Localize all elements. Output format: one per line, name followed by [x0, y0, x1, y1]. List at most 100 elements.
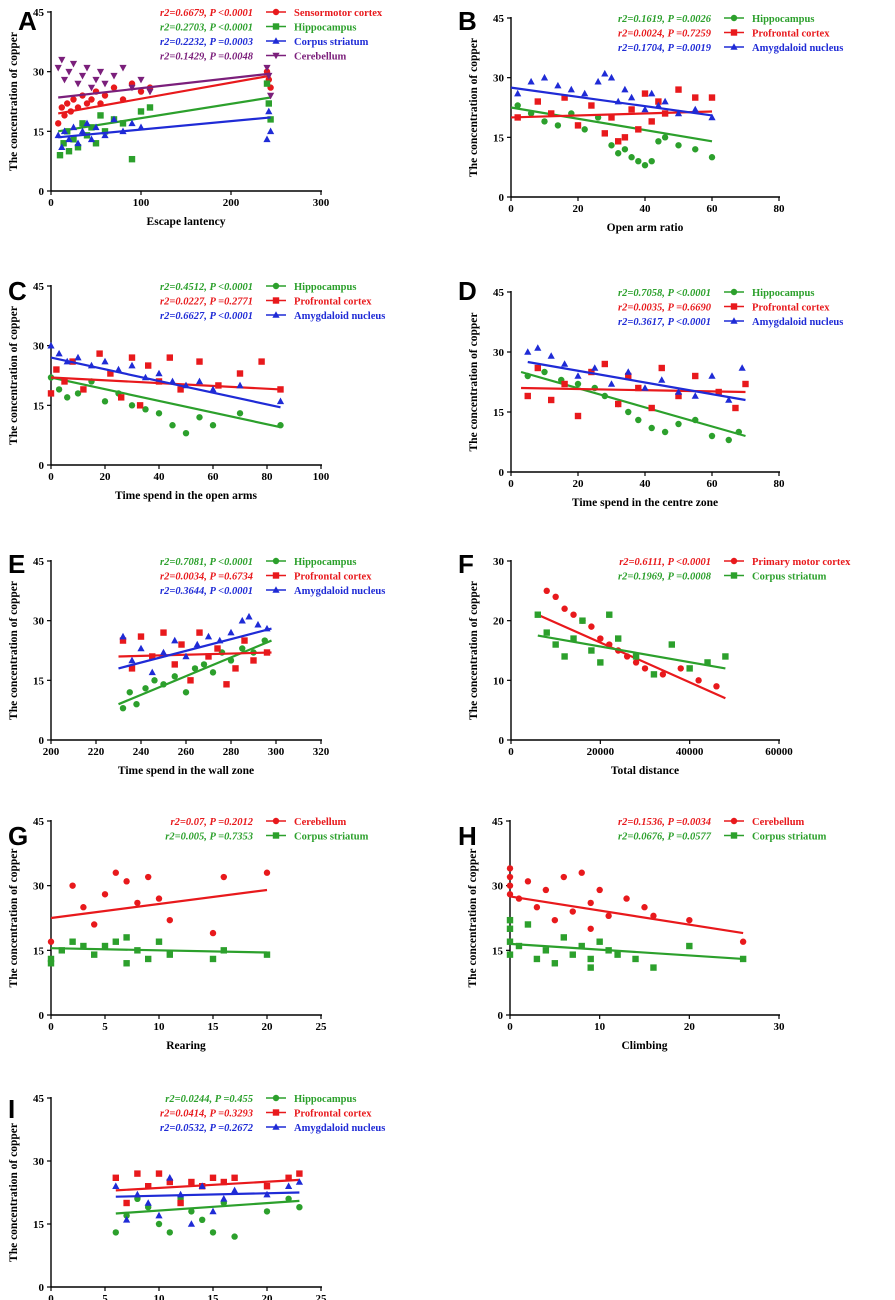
data-point	[267, 92, 275, 100]
legend-marker	[730, 29, 738, 36]
data-point	[166, 1229, 173, 1236]
data-point	[632, 659, 640, 666]
regression-line	[58, 96, 271, 133]
data-point	[182, 429, 190, 437]
y-tick-label: 15	[33, 400, 45, 412]
legend-marker	[272, 817, 280, 825]
y-tick-label: 0	[498, 1010, 504, 1022]
data-point	[241, 637, 248, 644]
legend-label: Primary motor cortex	[752, 557, 851, 568]
series-cerebellum	[506, 865, 747, 945]
data-point	[61, 112, 68, 119]
data-point	[285, 1195, 292, 1203]
x-tick-label: 80	[774, 203, 786, 215]
data-point	[606, 611, 613, 618]
x-tick-label: 220	[88, 746, 105, 758]
legend-marker	[272, 8, 280, 16]
data-point	[166, 354, 173, 361]
data-point	[675, 142, 682, 149]
regression-line	[50, 356, 281, 409]
regression-stat: r2=0.0244, P =0.455	[165, 1094, 253, 1105]
legend-label: Profrontal cortex	[752, 303, 830, 314]
legend-marker	[272, 1123, 280, 1130]
data-point	[658, 376, 666, 383]
data-point	[231, 1174, 238, 1181]
data-point	[137, 644, 145, 652]
data-point	[137, 76, 145, 84]
data-point	[641, 384, 649, 391]
data-point	[177, 1199, 184, 1207]
data-point	[155, 369, 163, 377]
data-point	[80, 386, 87, 393]
data-point	[151, 677, 158, 684]
panel-letter: F	[458, 549, 474, 579]
y-tick-label: 30	[493, 556, 505, 568]
data-point	[607, 73, 616, 81]
y-tick-label: 0	[499, 467, 505, 479]
data-point	[285, 1174, 292, 1181]
data-point	[236, 381, 244, 389]
data-point	[541, 368, 548, 376]
series-amygdaloid-nucleus	[112, 1174, 303, 1227]
data-point	[101, 357, 109, 365]
data-point	[101, 942, 109, 950]
x-tick-label: 200	[43, 746, 60, 758]
data-point	[101, 398, 109, 405]
data-point	[738, 364, 746, 371]
data-point	[58, 104, 65, 111]
series-amygdaloid-nucleus	[524, 344, 746, 403]
data-point	[119, 632, 127, 640]
data-point	[506, 873, 514, 881]
data-point	[574, 372, 582, 379]
data-point	[166, 916, 173, 924]
series-hippocampus	[118, 637, 272, 712]
data-point	[128, 84, 136, 92]
data-point	[601, 360, 608, 368]
data-point	[209, 1174, 217, 1181]
data-point	[614, 951, 621, 958]
regression-line	[509, 942, 744, 961]
data-point	[195, 377, 204, 385]
y-tick-label: 0	[39, 460, 45, 472]
legend-item: Amygdaloid nucleus	[266, 586, 385, 597]
y-axis-label: The concentration of copper	[468, 38, 480, 177]
data-point	[245, 612, 253, 620]
data-point	[635, 158, 642, 165]
x-axis-label: Climbing	[621, 1040, 667, 1052]
data-point	[695, 677, 702, 684]
data-point	[191, 665, 199, 672]
data-point	[96, 68, 105, 76]
data-point	[621, 146, 629, 153]
data-point	[704, 659, 711, 666]
regression-line	[115, 1178, 300, 1192]
series-hippocampus	[520, 368, 746, 444]
data-point	[621, 85, 629, 93]
y-axis-label: The concentration of copper	[467, 849, 479, 988]
data-point	[561, 360, 569, 367]
data-point	[232, 665, 239, 672]
y-axis-label: The concentration of copper	[8, 581, 20, 720]
data-point	[579, 617, 586, 624]
x-tick-label: 60	[707, 203, 719, 215]
x-tick-label: 40000	[676, 746, 704, 758]
regression-line	[537, 613, 726, 700]
data-point	[209, 669, 217, 676]
regression-line	[118, 627, 272, 670]
data-point	[654, 101, 662, 109]
x-tick-label: 300	[313, 197, 330, 209]
y-axis-label: The concentration of copper	[8, 849, 20, 988]
x-tick-label: 25	[316, 1293, 328, 1300]
x-tick-label: 40	[154, 471, 166, 483]
data-point	[166, 1178, 173, 1186]
data-point	[277, 386, 284, 393]
regression-stat: r2=0.6111, P <0.0001	[619, 557, 711, 568]
x-tick-label: 15	[208, 1293, 220, 1300]
data-point	[114, 365, 123, 373]
y-tick-label: 30	[33, 67, 45, 79]
legend-marker	[272, 832, 280, 839]
data-point	[675, 86, 682, 93]
data-point	[78, 72, 87, 80]
y-tick-label: 15	[493, 132, 505, 144]
data-point	[732, 404, 739, 412]
data-point	[74, 139, 82, 147]
